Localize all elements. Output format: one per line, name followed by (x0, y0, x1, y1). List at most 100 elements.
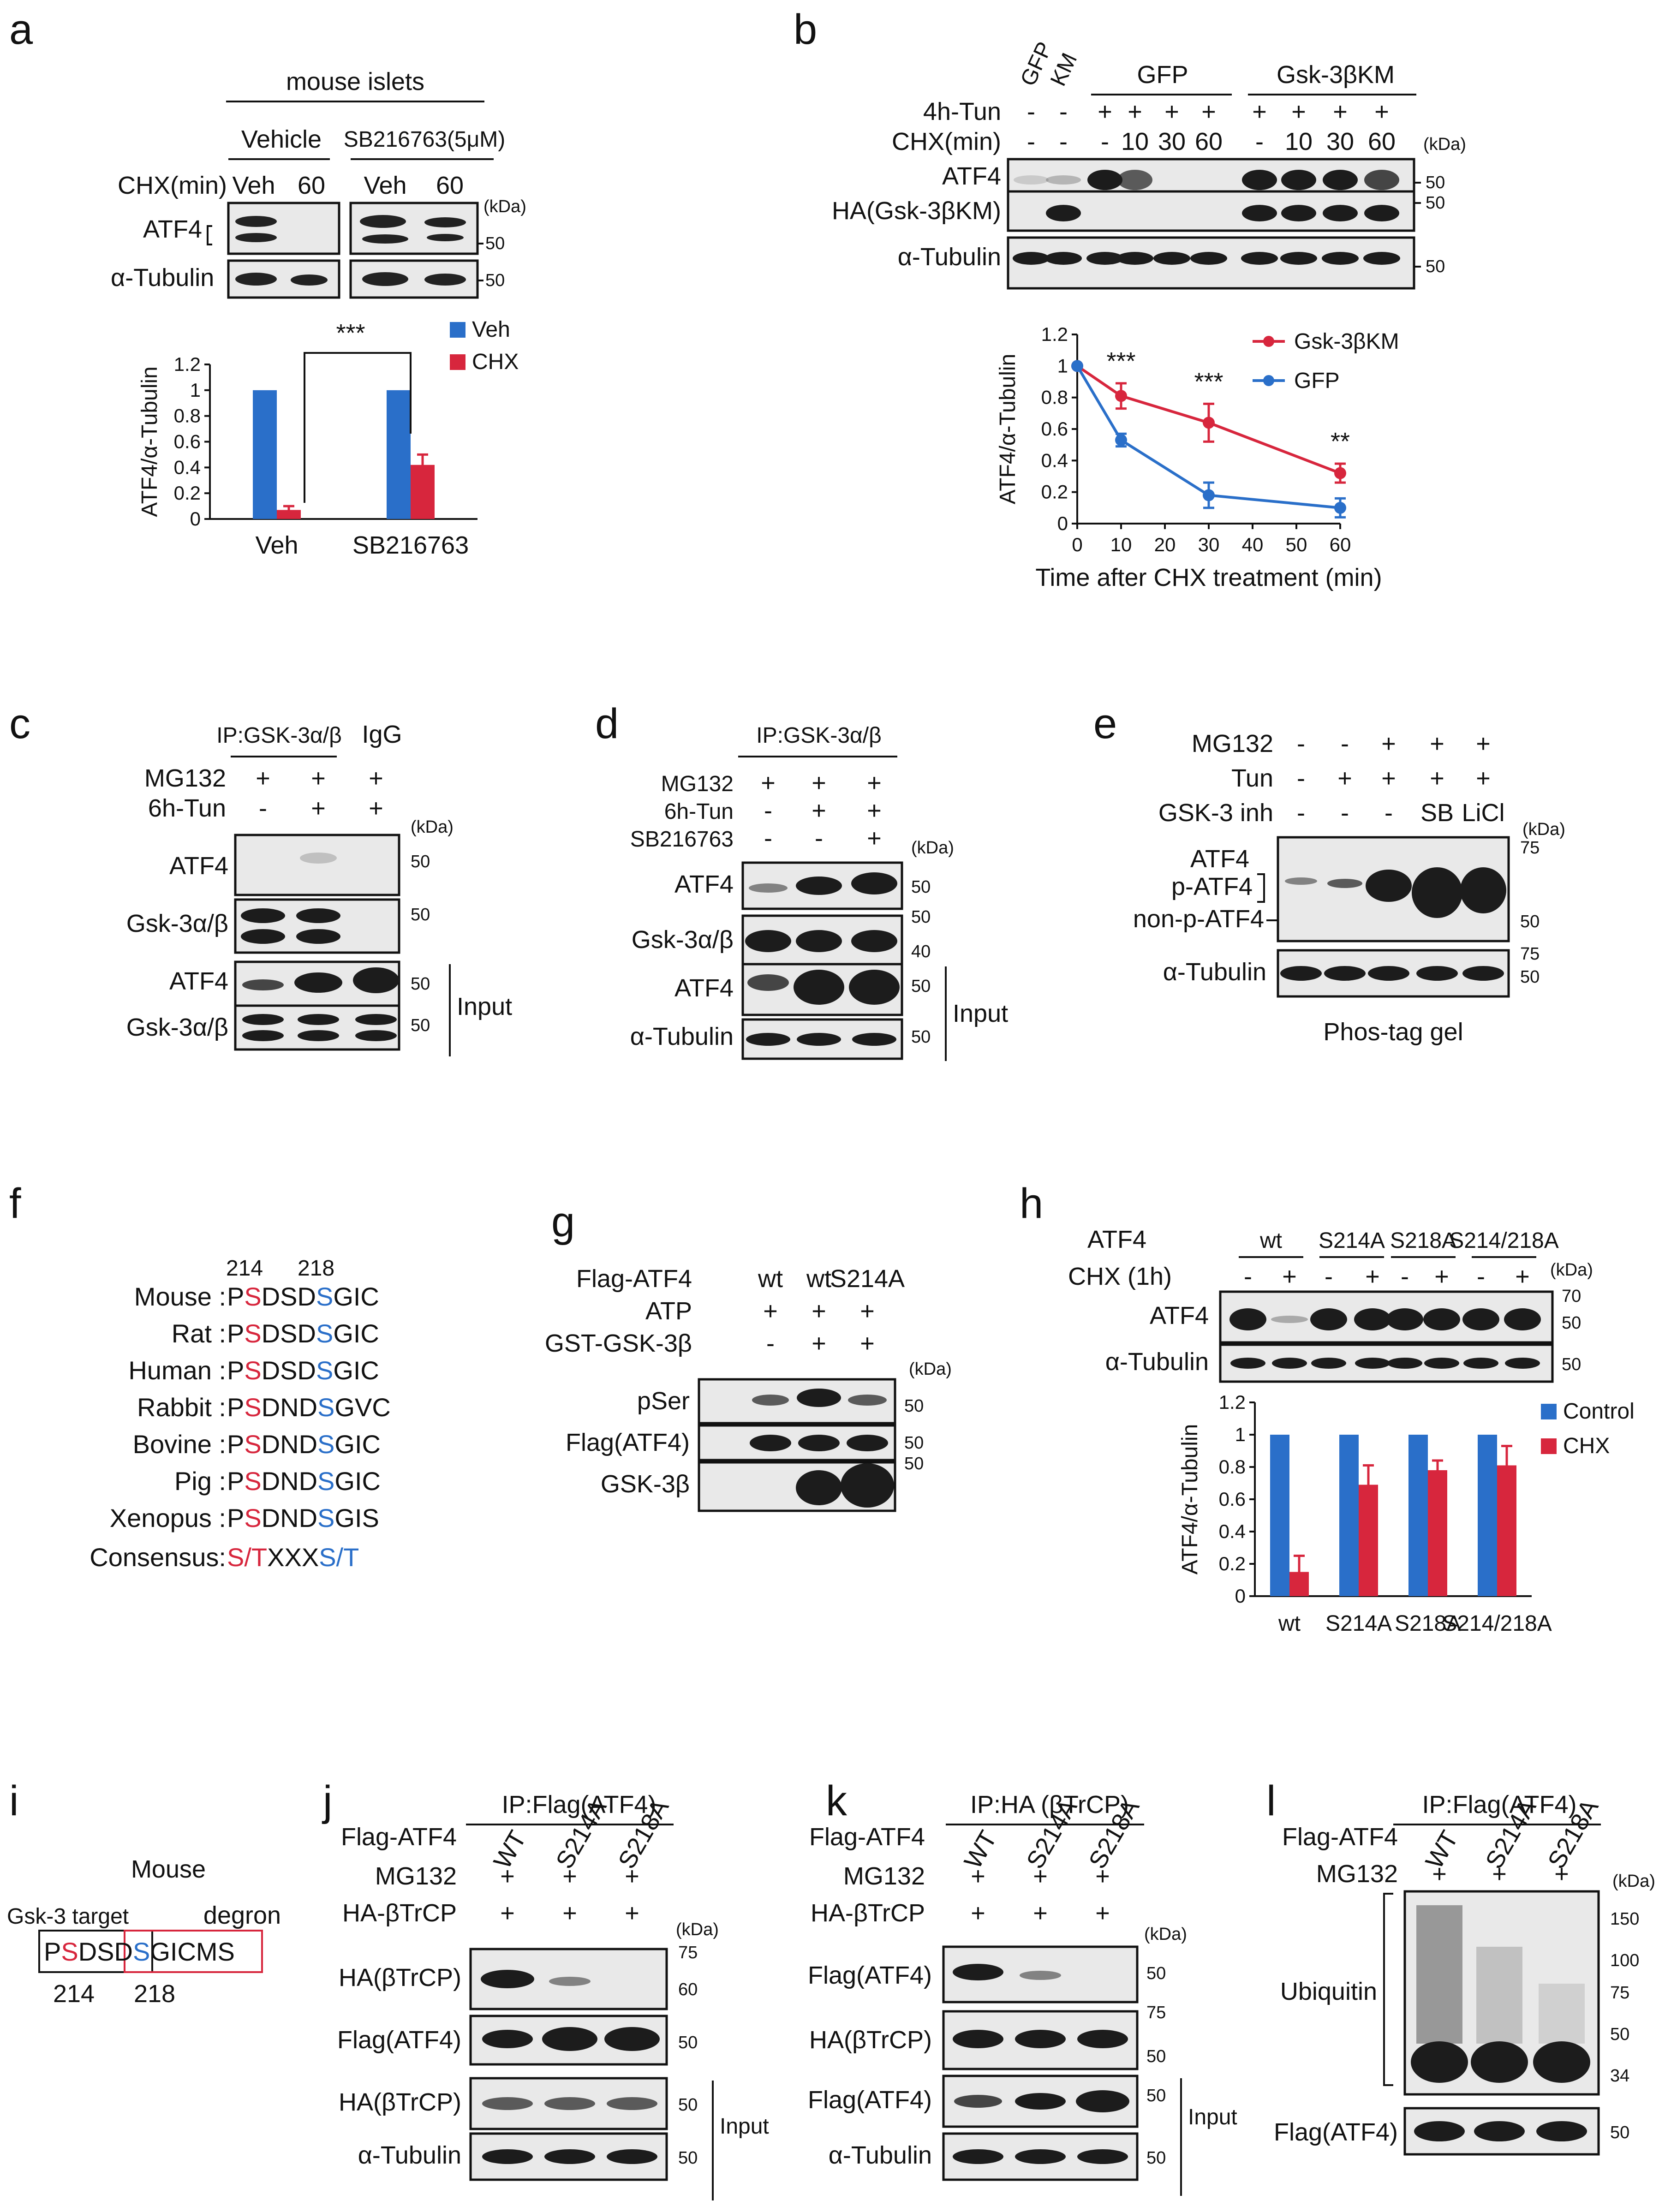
y-tick-label: 0 (1057, 513, 1068, 534)
band (1013, 252, 1050, 265)
row-label: α-Tubulin (358, 2141, 461, 2169)
condition-value: 10 (1121, 128, 1149, 155)
residue: DND (262, 1503, 317, 1532)
x-tick-label: 50 (1286, 534, 1307, 555)
mw-marker: 50 (1146, 1964, 1166, 1983)
x-tick-label: S214A (1325, 1611, 1392, 1636)
input-label: Input (720, 2114, 769, 2139)
bands (1229, 1308, 1541, 1369)
residue: D (114, 1937, 133, 1966)
condition-value: + (867, 797, 882, 824)
mw-marker: 40 (911, 942, 931, 961)
band (1153, 252, 1190, 265)
band (1463, 1358, 1498, 1369)
band (852, 1033, 896, 1046)
mw-marker: 50 (411, 852, 430, 871)
y-tick-label: 0.2 (1041, 481, 1068, 503)
mw-marker: 50 (411, 974, 430, 994)
legend-swatch (1541, 1404, 1557, 1419)
band (355, 1014, 397, 1025)
group-label: S214A (1319, 1228, 1385, 1253)
condition-value: + (1430, 764, 1444, 792)
band (747, 974, 789, 991)
panel-label-g: g (551, 1198, 575, 1246)
band (1364, 205, 1399, 221)
chx-row: - + - + - + - + (1244, 1263, 1530, 1290)
panel-label-l: l (1266, 1777, 1276, 1824)
y-axis-label: ATF4/α-Tubulin (1178, 1424, 1202, 1575)
band (360, 215, 406, 228)
condition-value: + (1291, 98, 1306, 125)
conditions: MG132 + + +6h-Tun - + +SB216763- - + (630, 769, 882, 852)
mw-marker: 50 (485, 271, 505, 290)
position-label: 218 (298, 1256, 334, 1281)
condition-value: - (1027, 98, 1035, 125)
row-label: ATF4 (169, 967, 228, 995)
band (847, 1435, 888, 1451)
band (953, 2030, 1003, 2048)
condition-value: + (1492, 1860, 1507, 1888)
x-tick-label: 60 (1330, 534, 1351, 555)
condition-value: S214A (830, 1265, 905, 1293)
bar (1270, 1435, 1289, 1596)
condition-value: + (763, 1297, 778, 1325)
group-label: SB216763(5μM) (344, 127, 506, 152)
residue-s218: S (316, 1319, 333, 1348)
condition-value: - (815, 824, 823, 852)
condition-value: + (562, 1899, 577, 1927)
consensus-sequence: S/TXXXS/T (227, 1543, 359, 1572)
condition-label: HA-βTrCP (811, 1899, 925, 1927)
group-label: S214/218A (1449, 1228, 1559, 1253)
band (1046, 175, 1081, 185)
legend-label: Veh (472, 317, 510, 342)
bands (953, 1964, 1129, 2164)
bar (1478, 1435, 1497, 1596)
row-label: ATF4 (674, 974, 734, 1002)
band (542, 2027, 597, 2051)
band (1504, 1308, 1541, 1330)
y-tick-label: 0.4 (1041, 449, 1068, 471)
band (362, 234, 408, 244)
legend-swatch (450, 354, 465, 370)
mw-marker: 60 (678, 1980, 698, 1999)
y-tick-label: 0 (1235, 1585, 1246, 1607)
residue-s218: S (317, 1503, 334, 1532)
x-tick-label: 20 (1154, 534, 1176, 555)
smear (1539, 1984, 1585, 2044)
row-label: α-Tubulin (111, 264, 214, 292)
condition-label: GST-GSK-3β (545, 1330, 692, 1357)
band (481, 1970, 534, 1988)
mw-marker: 50 (1426, 257, 1445, 276)
condition-value: - (764, 824, 772, 852)
kda-label: (kDa) (911, 838, 954, 858)
mw-marker: 75 (1520, 944, 1540, 964)
species-name: Bovine : (133, 1430, 226, 1459)
band (1368, 966, 1409, 981)
bands (481, 1970, 660, 2164)
chart-b: 0 0.2 0.4 0.6 0.8 1 1.2 0 10 20 30 40 50 60 Time after… (996, 323, 1399, 591)
condition-value: + (1434, 1263, 1449, 1290)
bands (1280, 867, 1506, 981)
residue: P (227, 1319, 244, 1348)
x-tick-label: S218A (1395, 1611, 1461, 1636)
band (1242, 170, 1277, 190)
band (1412, 867, 1462, 918)
row-label: ATF4 (169, 852, 228, 880)
y-tick-label: 0.6 (1041, 418, 1068, 440)
chx-row: - - -10 30 60-10 30 60 (1027, 128, 1396, 155)
band (1311, 1358, 1346, 1369)
band (1327, 879, 1362, 888)
band (1474, 2121, 1525, 2141)
band (1505, 1358, 1540, 1369)
gsk-target-box (38, 1930, 153, 1973)
y-tick-label: 1 (1235, 1424, 1246, 1445)
band (1281, 170, 1316, 190)
condition-value: + (1476, 764, 1491, 792)
data-point (1334, 501, 1346, 514)
x-tick-label: 40 (1242, 534, 1264, 555)
band (851, 930, 897, 952)
condition-value: + (1333, 98, 1348, 125)
mw-marker: 75 (1520, 838, 1540, 858)
